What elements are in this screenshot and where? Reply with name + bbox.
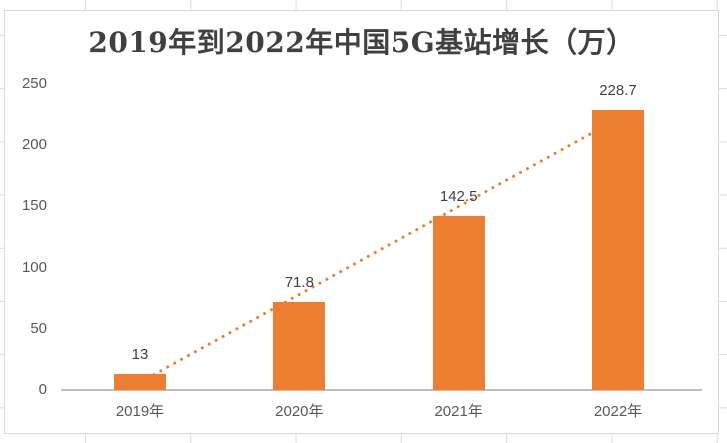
bar-2021年[interactable] [432,215,485,390]
bar-2020年[interactable] [273,302,326,390]
bar-value-label: 71.8 [284,274,314,292]
plot-area: 0 50 100 150 200 250 13 2019年 71.8 2020年 142.5 2021… [5,11,718,433]
x-axis-category-label: 2022年 [593,403,643,420]
y-axis-tick-label: 50 [30,319,47,337]
y-axis-tick-label: 150 [21,197,47,215]
y-axis-tick-label: 200 [21,136,47,154]
y-axis-tick-label: 0 [38,381,47,398]
y-axis-tick-label: 100 [21,258,47,276]
bar-value-label: 228.7 [599,82,637,100]
bar-value-label: 142.5 [439,187,478,205]
x-axis-line [61,389,702,391]
x-axis-category-label: 2020年 [275,403,324,420]
chart-title: 2019年到2022年中国5G基站增长（万） [88,26,635,59]
bar-value-label: 13 [131,346,149,364]
bar-2019年[interactable] [114,374,166,390]
x-axis-category-label: 2019年 [115,403,165,420]
y-axis-tick-label: 250 [21,75,47,92]
bar-2022年[interactable] [592,110,644,390]
chart-5g-base-station-growth[interactable]: 2019年到2022年中国5G基站增长（万） 0 50 100 150 200 250 13… [4,10,719,434]
x-axis-category-label: 2021年 [434,403,483,420]
